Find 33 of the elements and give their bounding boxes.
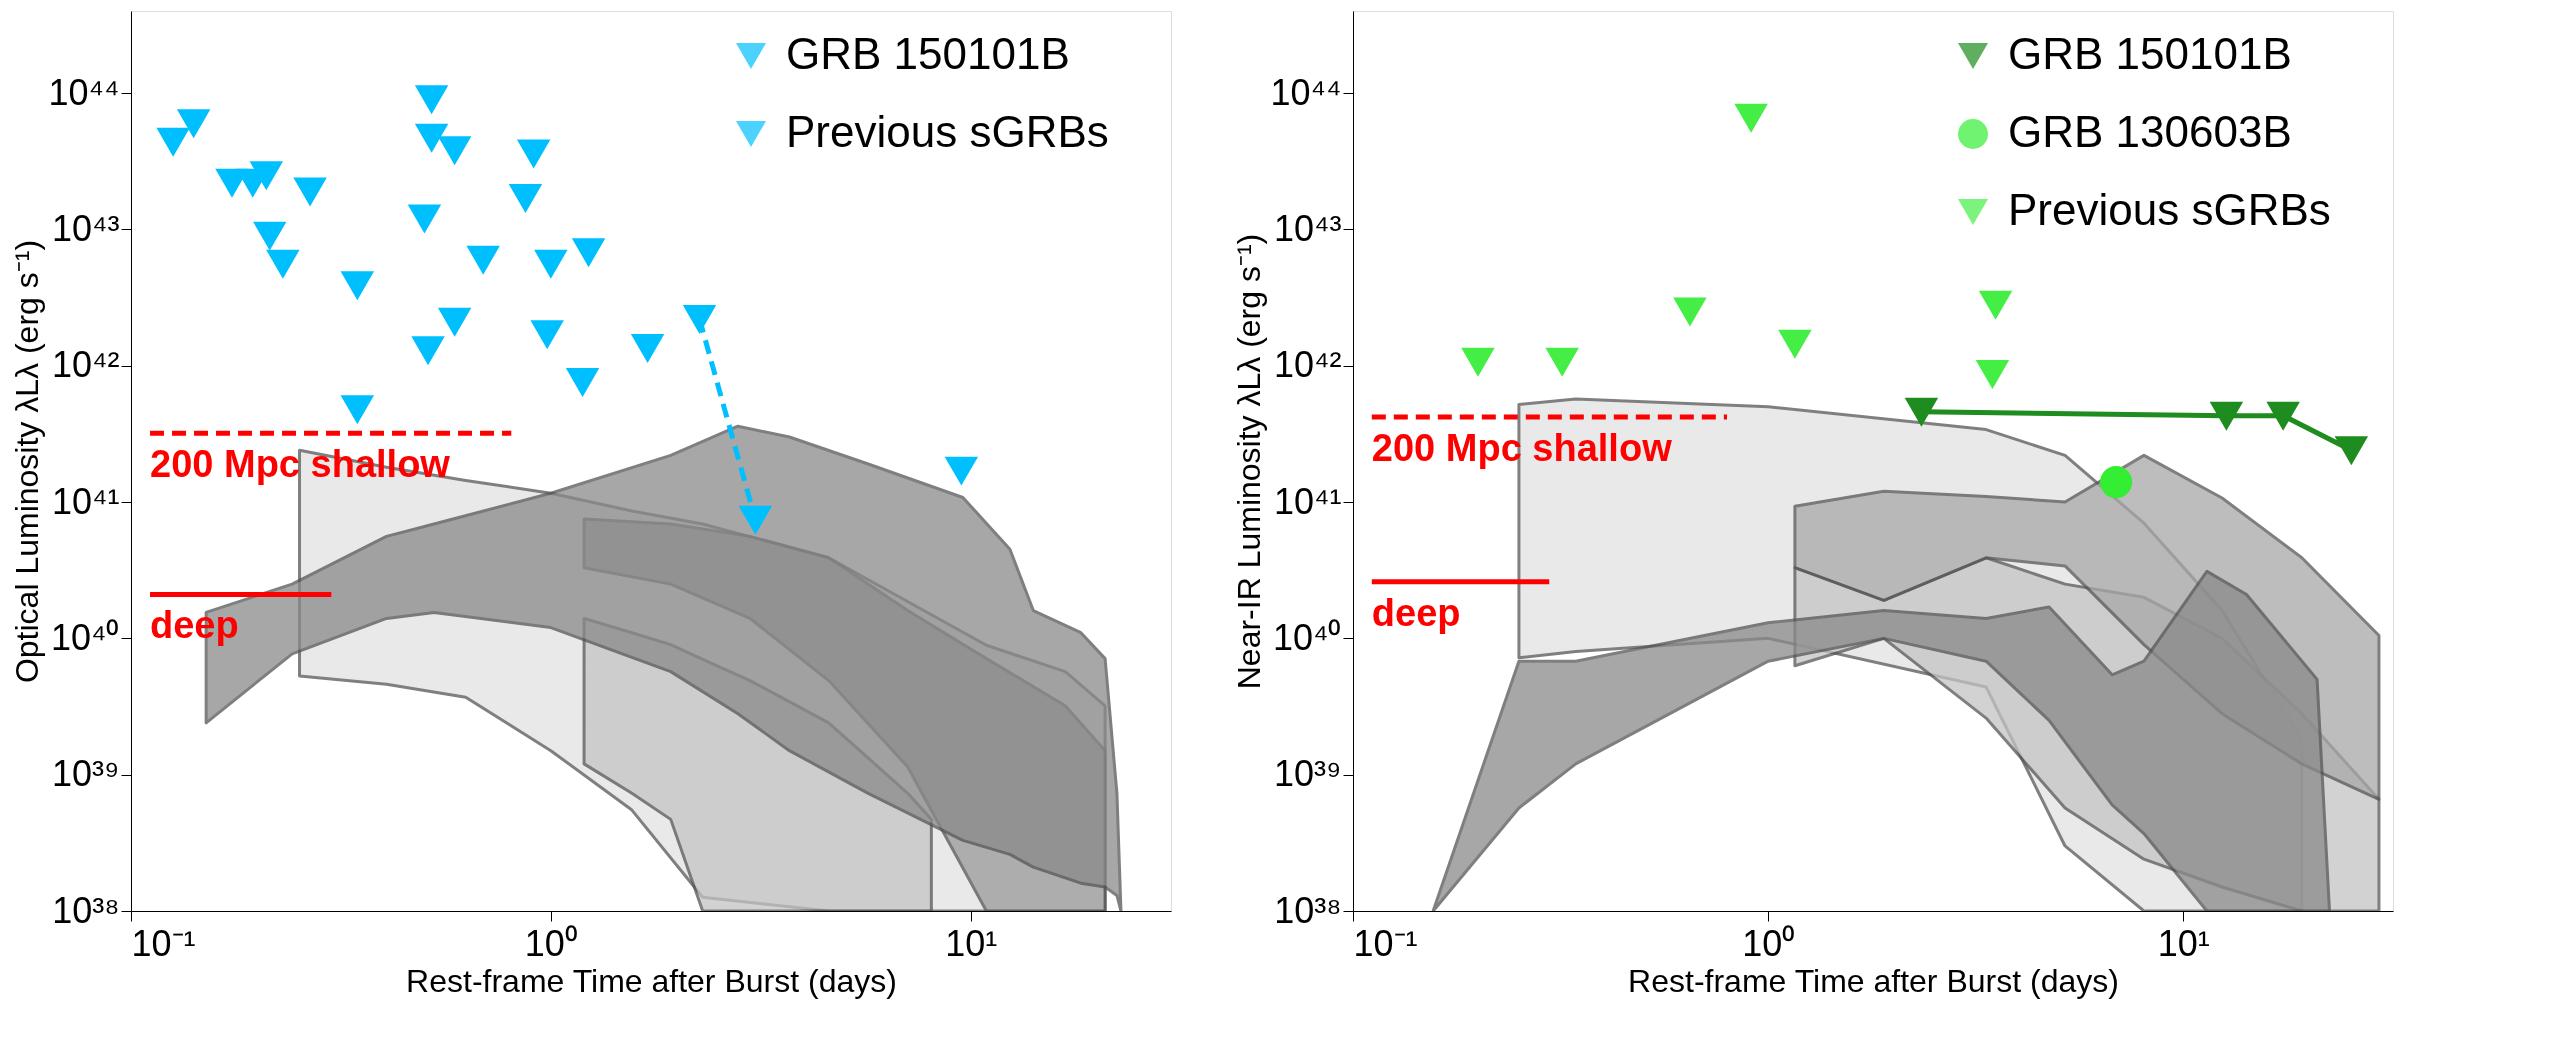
series-label: deep [150, 604, 239, 647]
x-axis-title: Rest-frame Time after Burst (days) [406, 962, 897, 999]
x-tick-label: 10⁻¹ [131, 922, 196, 964]
x-tick-label: 10⁰ [1742, 922, 1796, 964]
y-tick-label: 10⁴⁴ [48, 71, 120, 113]
series-label: 200 Mpc shallow [1371, 427, 1673, 470]
y-tick-label: 10⁴¹ [52, 480, 120, 522]
legend-label: GRB 150101B [786, 29, 1070, 78]
x-tick-label: 10⁻¹ [1353, 922, 1418, 964]
y-tick-label: 10⁴³ [52, 207, 120, 249]
x-axis-title: Rest-frame Time after Burst (days) [1628, 962, 2119, 999]
y-tick-label: 10⁴² [52, 344, 120, 386]
y-tick-label: 10⁴¹ [1274, 480, 1342, 522]
y-tick-label: 10³⁹ [52, 753, 120, 795]
legend-label: Previous sGRBs [786, 107, 1109, 156]
legend-label: GRB 130603B [2008, 107, 2292, 156]
y-tick-label: 10⁴⁴ [1270, 71, 1342, 113]
series-label: 200 Mpc shallow [150, 443, 451, 486]
y-tick-label: 10⁴⁰ [1272, 616, 1342, 658]
x-tick-label: 10¹ [2157, 922, 2210, 964]
y-tick-label: 10³⁸ [1274, 889, 1342, 931]
series-label: deep [1371, 591, 1461, 634]
y-tick-label: 10⁴³ [1274, 207, 1342, 249]
y-tick-label: 10³⁸ [52, 889, 120, 931]
y-axis-title: Optical Luminosity λLλ (erg s⁻¹) [8, 239, 45, 684]
legend-label: GRB 150101B [2008, 29, 2292, 78]
legend-label: Previous sGRBs [2008, 185, 2331, 234]
x-tick-label: 10¹ [945, 922, 998, 964]
y-tick-label: 10³⁹ [1274, 753, 1342, 795]
y-axis-title: Near-IR Luminosity λLλ (erg s⁻¹) [1230, 233, 1267, 690]
y-tick-label: 10⁴² [1274, 344, 1342, 386]
y-tick-label: 10⁴⁰ [50, 616, 120, 658]
x-tick-label: 10⁰ [524, 922, 578, 964]
